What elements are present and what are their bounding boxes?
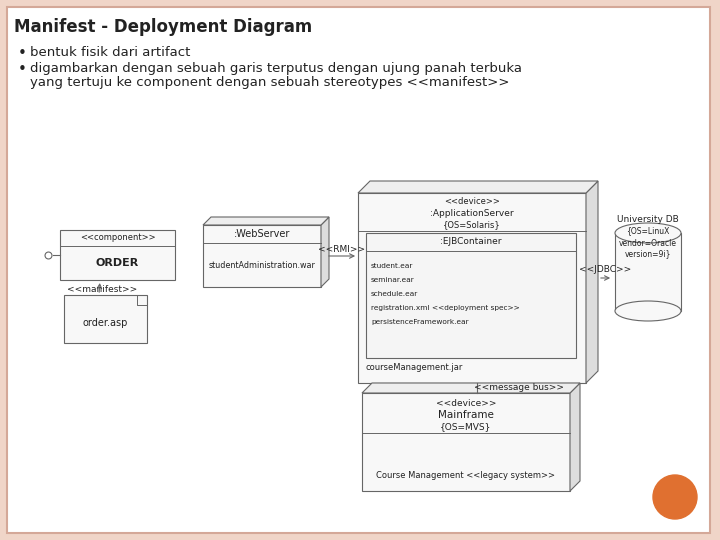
Text: schedule.ear: schedule.ear bbox=[371, 291, 418, 297]
Text: {OS=MVS}: {OS=MVS} bbox=[441, 422, 492, 431]
Polygon shape bbox=[570, 383, 580, 491]
Text: •: • bbox=[18, 46, 27, 61]
Text: studentAdministration.war: studentAdministration.war bbox=[209, 260, 315, 269]
Ellipse shape bbox=[615, 223, 681, 243]
Text: <<device>>: <<device>> bbox=[444, 197, 500, 206]
Bar bbox=[64, 295, 147, 343]
Bar bbox=[362, 393, 570, 491]
Text: version=9i}: version=9i} bbox=[625, 249, 671, 259]
Text: vendor=Oracle: vendor=Oracle bbox=[619, 239, 677, 247]
Text: student.ear: student.ear bbox=[371, 263, 413, 269]
Text: seminar.ear: seminar.ear bbox=[371, 277, 415, 283]
Text: <<message bus>>: <<message bus>> bbox=[474, 383, 564, 393]
Text: <<JDBC>>: <<JDBC>> bbox=[580, 266, 631, 274]
Polygon shape bbox=[362, 383, 580, 393]
Text: ORDER: ORDER bbox=[96, 258, 139, 268]
Text: courseManagement.jar: courseManagement.jar bbox=[366, 363, 464, 373]
Text: bentuk fisik dari artifact: bentuk fisik dari artifact bbox=[30, 46, 190, 59]
Bar bbox=[203, 225, 321, 287]
Text: <<manifest>>: <<manifest>> bbox=[67, 286, 137, 294]
Polygon shape bbox=[321, 217, 329, 287]
Bar bbox=[60, 230, 175, 280]
Text: digambarkan dengan sebuah garis terputus dengan ujung panah terbuka: digambarkan dengan sebuah garis terputus… bbox=[30, 62, 522, 75]
Text: University DB: University DB bbox=[617, 214, 679, 224]
Circle shape bbox=[653, 475, 697, 519]
Text: :WebServer: :WebServer bbox=[234, 229, 290, 239]
Text: registration.xml <<deployment spec>>: registration.xml <<deployment spec>> bbox=[371, 305, 520, 311]
Text: :ApplicationServer: :ApplicationServer bbox=[430, 208, 514, 218]
Text: <<RMI>>: <<RMI>> bbox=[318, 245, 366, 253]
Text: :EJBContainer: :EJBContainer bbox=[440, 238, 502, 246]
Text: Mainframe: Mainframe bbox=[438, 410, 494, 420]
Text: {OS=Solaris}: {OS=Solaris} bbox=[443, 220, 501, 230]
Text: order.asp: order.asp bbox=[83, 318, 128, 328]
Ellipse shape bbox=[615, 301, 681, 321]
Polygon shape bbox=[358, 181, 598, 193]
Text: Course Management <<legacy system>>: Course Management <<legacy system>> bbox=[377, 471, 556, 481]
Text: {OS=LinuX: {OS=LinuX bbox=[626, 226, 670, 235]
Text: yang tertuju ke component dengan sebuah stereotypes <<manifest>>: yang tertuju ke component dengan sebuah … bbox=[30, 76, 510, 89]
Bar bbox=[615, 233, 681, 311]
Text: <<device>>: <<device>> bbox=[436, 399, 496, 408]
Text: Manifest - Deployment Diagram: Manifest - Deployment Diagram bbox=[14, 18, 312, 36]
Text: <<component>>: <<component>> bbox=[80, 233, 156, 242]
Text: persistenceFramework.ear: persistenceFramework.ear bbox=[371, 319, 469, 325]
Polygon shape bbox=[203, 217, 329, 225]
Bar bbox=[358, 193, 586, 383]
Bar bbox=[366, 233, 576, 358]
Polygon shape bbox=[586, 181, 598, 383]
Text: •: • bbox=[18, 62, 27, 77]
